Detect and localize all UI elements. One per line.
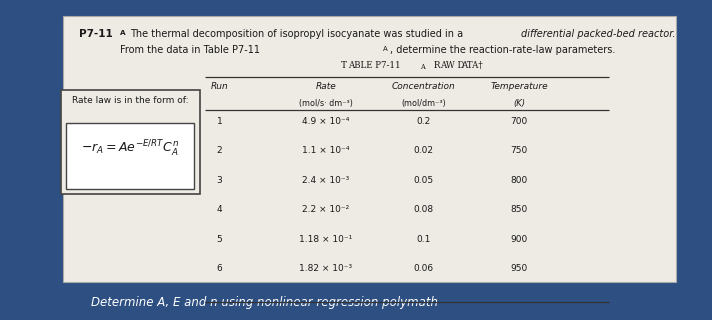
Text: 5: 5 xyxy=(216,235,222,244)
Text: 950: 950 xyxy=(511,264,528,273)
Text: 6: 6 xyxy=(216,264,222,273)
Text: Run: Run xyxy=(211,82,229,91)
Text: (K): (K) xyxy=(513,99,525,108)
Text: 4: 4 xyxy=(216,205,222,214)
Text: 800: 800 xyxy=(511,176,528,185)
Text: Rate: Rate xyxy=(315,82,336,91)
Text: 900: 900 xyxy=(511,235,528,244)
Text: 750: 750 xyxy=(511,146,528,155)
Text: , determine the reaction-rate-law parameters.: , determine the reaction-rate-law parame… xyxy=(390,45,615,55)
Text: Concentration: Concentration xyxy=(392,82,456,91)
Text: Temperature: Temperature xyxy=(490,82,548,91)
Text: The thermal decomposition of isopropyl isocyanate was studied in a: The thermal decomposition of isopropyl i… xyxy=(130,29,466,39)
Text: ABLE P7-11: ABLE P7-11 xyxy=(348,61,401,70)
Text: AW D: AW D xyxy=(440,61,465,70)
Text: 1: 1 xyxy=(216,117,222,126)
Text: 2: 2 xyxy=(216,146,222,155)
Text: 0.1: 0.1 xyxy=(417,235,431,244)
Text: Rate law is in the form of:: Rate law is in the form of: xyxy=(72,96,189,105)
Text: T: T xyxy=(341,61,347,70)
Text: 1.82 × 10⁻³: 1.82 × 10⁻³ xyxy=(300,264,352,273)
Text: A: A xyxy=(420,63,425,71)
Text: A: A xyxy=(120,30,125,36)
Text: 1.1 × 10⁻⁴: 1.1 × 10⁻⁴ xyxy=(302,146,350,155)
Text: 700: 700 xyxy=(511,117,528,126)
Text: 0.2: 0.2 xyxy=(417,117,431,126)
Text: 0.02: 0.02 xyxy=(414,146,434,155)
Text: R: R xyxy=(428,61,440,70)
Text: 3: 3 xyxy=(216,176,222,185)
Text: P7-11: P7-11 xyxy=(80,29,113,39)
Text: From the data in Table P7-11: From the data in Table P7-11 xyxy=(120,45,260,55)
Text: 850: 850 xyxy=(511,205,528,214)
Text: 2.2 × 10⁻²: 2.2 × 10⁻² xyxy=(303,205,350,214)
Text: 0.05: 0.05 xyxy=(414,176,434,185)
FancyBboxPatch shape xyxy=(66,123,194,189)
Text: (mol/s· dm⁻³): (mol/s· dm⁻³) xyxy=(299,99,353,108)
Text: (mol/dm⁻³): (mol/dm⁻³) xyxy=(401,99,446,108)
Text: 2.4 × 10⁻³: 2.4 × 10⁻³ xyxy=(303,176,350,185)
Text: 0.08: 0.08 xyxy=(414,205,434,214)
Text: Determine A, E and n using nonlinear regression polymath: Determine A, E and n using nonlinear reg… xyxy=(91,296,438,309)
Text: A: A xyxy=(383,46,388,52)
FancyBboxPatch shape xyxy=(61,90,200,194)
FancyBboxPatch shape xyxy=(63,16,676,282)
Text: $-r_A = Ae^{-E/RT}C_A^n$: $-r_A = Ae^{-E/RT}C_A^n$ xyxy=(81,139,179,159)
Text: 4.9 × 10⁻⁴: 4.9 × 10⁻⁴ xyxy=(303,117,350,126)
Text: differential packed-bed reactor.: differential packed-bed reactor. xyxy=(521,29,676,39)
Text: 0.06: 0.06 xyxy=(414,264,434,273)
Text: 1.18 × 10⁻¹: 1.18 × 10⁻¹ xyxy=(299,235,352,244)
Text: ATA†: ATA† xyxy=(461,61,483,70)
